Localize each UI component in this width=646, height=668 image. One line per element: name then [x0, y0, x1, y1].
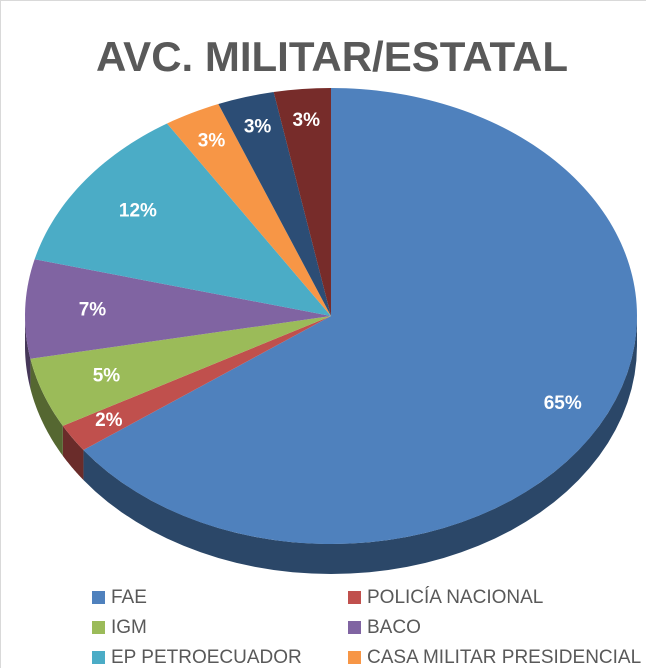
value-label: 5% — [93, 365, 121, 386]
slice — [273, 88, 331, 316]
slice — [30, 316, 331, 426]
legend-label: IGM — [111, 617, 147, 638]
legend-swatch — [92, 591, 105, 604]
legend-label: FAE — [111, 587, 147, 608]
legend-label: BACO — [367, 617, 421, 638]
slice — [62, 316, 331, 451]
value-label: 3% — [293, 110, 321, 131]
slice — [218, 92, 331, 316]
slice-side — [25, 316, 31, 389]
value-label: 3% — [244, 117, 272, 138]
slice — [25, 259, 332, 359]
value-label: 12% — [119, 200, 157, 221]
slice — [167, 104, 331, 317]
legend-label: EP PETROECUADOR — [111, 647, 302, 668]
slice-side — [62, 425, 84, 481]
slice-side — [30, 358, 63, 456]
value-label: 7% — [79, 299, 107, 320]
slice-side — [83, 316, 637, 574]
value-label: 65% — [544, 393, 582, 414]
value-label: 2% — [95, 410, 123, 431]
chart-title: AVC. MILITAR/ESTATAL — [96, 33, 568, 80]
legend-swatch — [348, 651, 361, 664]
legend-label: CASA MILITAR PRESIDENCIAL — [367, 647, 641, 668]
legend-swatch — [92, 621, 105, 634]
legend-swatch — [348, 591, 361, 604]
slice — [34, 123, 331, 317]
legend-swatch — [348, 621, 361, 634]
slice — [83, 88, 637, 544]
legend-label: POLICÍA NACIONAL — [367, 587, 543, 608]
legend-swatch — [92, 651, 105, 664]
value-label: 3% — [198, 130, 226, 151]
